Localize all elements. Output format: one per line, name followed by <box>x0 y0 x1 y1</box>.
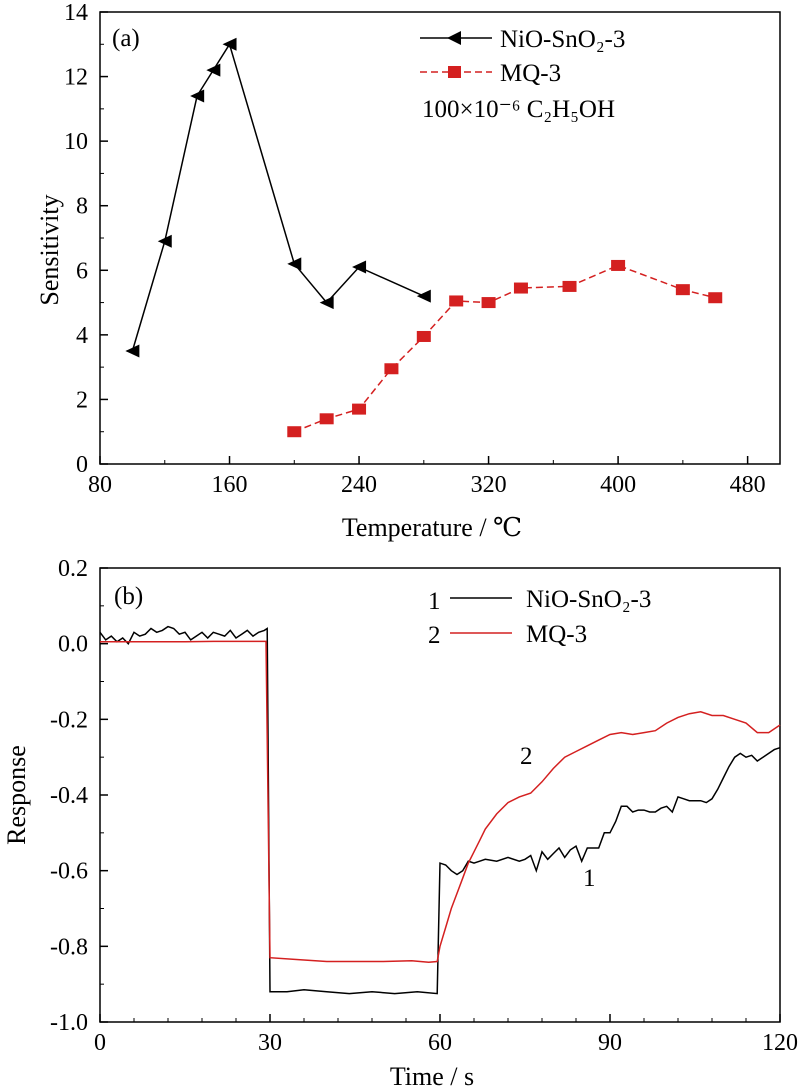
panel-b-series-line-1 <box>100 640 781 963</box>
panel-b-xtick-label: 60 <box>428 1030 452 1056</box>
panel-b-ytick-label: -0.6 <box>50 859 88 885</box>
panel-a-point-mq3 <box>481 297 496 309</box>
panel-a-ylabel: Sensitivity <box>35 194 64 305</box>
panel-a-series <box>125 37 723 438</box>
curve-label-nio: 1 <box>583 865 596 892</box>
panel-a-point-nio <box>222 37 237 51</box>
panel-a-frame <box>99 11 781 465</box>
panel-a-point-nio <box>125 344 140 358</box>
panel-a-point-nio <box>319 296 334 310</box>
panel-a-ytick-label: 14 <box>64 0 88 26</box>
panel-a-ytick-label: 2 <box>76 387 88 413</box>
panel-b-ytick-label: 0.2 <box>58 556 88 582</box>
panel-a-point-mq3 <box>513 282 528 294</box>
panel-a-xtick-label: 320 <box>471 472 507 498</box>
panel-a-xtick-label: 240 <box>341 472 377 498</box>
panel-a-ytick-label: 10 <box>64 129 88 155</box>
panel-b-xtick-label: 120 <box>762 1030 798 1056</box>
panel-b-xlabel: Time / s <box>390 1062 474 1087</box>
panel-a-point-nio <box>206 63 221 77</box>
panel-b-xtick-label: 30 <box>258 1030 282 1056</box>
panel-a-ticks: 80 160 240 320 400 480 0 2 4 6 8 10 12 14 <box>64 0 766 498</box>
panel-a-chart: (a) 80 160 240 320 400 480 0 2 4 6 8 10 12 14 Tempera… <box>35 0 781 542</box>
legend-b-index-nio: 1 <box>428 588 441 615</box>
legend-a-marker-nio <box>447 31 461 45</box>
panel-a-annotation: 100×10⁻⁶ C₂H₅OH <box>422 96 615 123</box>
panel-b-series <box>99 625 781 995</box>
legend-a-marker-mq3 <box>448 66 461 78</box>
panel-a-point-nio <box>416 289 431 303</box>
panel-a-legend: NiO-SnO₂-3 MQ-3 100×10⁻⁶ C₂H₅OH <box>420 26 625 123</box>
panel-a-point-mq3 <box>449 295 464 307</box>
panel-b-ytick-label: 0.0 <box>58 632 88 658</box>
panel-a-ytick-label: 0 <box>76 452 88 478</box>
curve-label-mq3: 2 <box>520 743 533 770</box>
panel-a-point-mq3 <box>611 259 626 271</box>
panel-a-point-nio <box>157 234 172 248</box>
panel-b-ytick-label: -0.8 <box>50 934 88 960</box>
panel-a-point-mq3 <box>352 403 367 415</box>
panel-a-point-nio <box>352 260 367 274</box>
panel-b-label: (b) <box>114 583 143 610</box>
panel-a-point-mq3 <box>287 426 302 438</box>
panel-a-ytick-label: 6 <box>76 258 88 284</box>
panel-a-point-mq3 <box>708 292 723 304</box>
panel-a-point-mq3 <box>562 280 577 292</box>
legend-b-index-mq3: 2 <box>428 622 441 649</box>
panel-a-ytick-label: 8 <box>76 194 88 220</box>
panel-b-xtick-label: 0 <box>94 1030 106 1056</box>
panel-b-ytick-label: -1.0 <box>50 1010 88 1036</box>
panel-b-ytick-label: -0.4 <box>50 783 88 809</box>
panel-a-xtick-label: 400 <box>600 472 636 498</box>
panel-a-ytick-label: 4 <box>76 323 88 349</box>
panel-a-point-mq3 <box>416 330 431 342</box>
panel-a-xtick-label: 480 <box>730 472 766 498</box>
legend-b-label-nio: NiO-SnO₂-3 <box>526 586 651 613</box>
panel-a-series-line-0 <box>131 42 425 352</box>
legend-a-label-mq3: MQ-3 <box>500 60 561 87</box>
panel-a-point-mq3 <box>675 284 690 296</box>
panel-b-chart: (b) 0 30 60 90 120 0.2 0.0 -0.2 -0.4 -0.6 -0.8 -1.0… <box>2 556 798 1087</box>
panel-a-xlabel: Temperature / ℃ <box>342 513 522 542</box>
panel-a-ytick-label: 12 <box>64 65 88 91</box>
panel-a-point-mq3 <box>384 363 399 375</box>
legend-a-label-nio: NiO-SnO₂-3 <box>500 26 625 53</box>
legend-b-label-mq3: MQ-3 <box>526 621 587 648</box>
panel-b-series-line-0 <box>99 625 781 995</box>
panel-a-point-mq3 <box>319 413 334 425</box>
panel-b-legend: 1 NiO-SnO₂-3 2 MQ-3 <box>428 586 651 649</box>
panel-b-ytick-label: -0.2 <box>50 707 88 733</box>
panel-a-label: (a) <box>112 25 140 52</box>
panel-b-ylabel: Response <box>2 745 31 845</box>
panel-a-xtick-label: 160 <box>212 472 248 498</box>
panel-b-ticks: 0 30 60 90 120 0.2 0.0 -0.2 -0.4 -0.6 -0.8 -1.0 <box>50 556 798 1056</box>
panel-a-point-nio <box>190 89 205 103</box>
panel-b-xtick-label: 90 <box>598 1030 622 1056</box>
panel-a-xtick-label: 80 <box>88 472 112 498</box>
panel-a-point-nio <box>287 257 302 271</box>
